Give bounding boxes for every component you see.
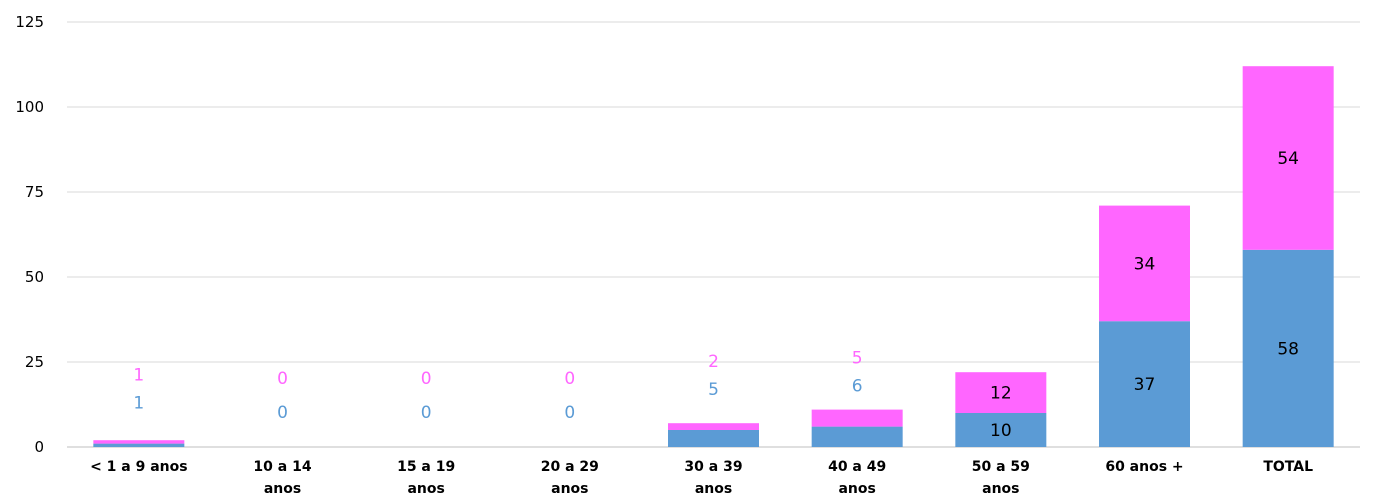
x-category-label: 50 a 59 anos (972, 459, 1030, 497)
y-tick-label: 0 (34, 438, 44, 456)
x-category-label: 40 a 49 anos (828, 459, 886, 497)
data-label-bottom: 1 (133, 394, 144, 414)
bar-segment-top (811, 409, 903, 427)
data-label-top: 12 (990, 384, 1012, 404)
data-label-bottom: 58 (1277, 339, 1299, 359)
x-category-label: 60 anos + (1105, 459, 1183, 475)
bar-segment-top (1099, 205, 1190, 322)
x-category-label: 20 a 29 anos (541, 459, 599, 497)
y-tick-label: 25 (25, 353, 44, 371)
bar-segment-top (1242, 66, 1334, 250)
bar-segment-bottom (811, 426, 903, 447)
bars (93, 66, 1334, 447)
x-axis-categories: < 1 a 9 anos 10 a 14 anos 15 a 19 anos 20 a 2… (90, 459, 1313, 497)
bar-segment-bottom (1099, 321, 1190, 447)
bar-segment-bottom (955, 413, 1047, 447)
data-label-top: 0 (564, 369, 575, 389)
x-category-label: 10 a 14 anos (253, 459, 311, 497)
y-tick-label: 100 (15, 98, 44, 116)
data-label-bottom: 5 (708, 380, 719, 400)
data-label-top: 1 (133, 366, 144, 386)
x-category-label: < 1 a 9 anos (90, 459, 188, 475)
data-label-top: 34 (1134, 254, 1156, 274)
data-label-top: 0 (421, 369, 432, 389)
bar-segment-bottom (93, 443, 185, 447)
data-label-top: 5 (852, 349, 863, 369)
data-label-bottom: 37 (1134, 375, 1156, 395)
data-label-bottom: 6 (852, 377, 863, 397)
data-label-bottom: 0 (277, 403, 288, 423)
data-label-top: 54 (1277, 149, 1299, 169)
data-label-bottom: 10 (990, 421, 1012, 441)
data-label-bottom: 0 (564, 403, 575, 423)
data-label-top: 2 (708, 352, 719, 372)
x-category-label: 15 a 19 anos (397, 459, 455, 497)
y-tick-label: 50 (25, 268, 44, 286)
y-axis-ticks: 0 25 50 75 100 125 (15, 13, 44, 456)
bar-segment-bottom (1242, 249, 1334, 447)
y-tick-label: 75 (25, 183, 44, 201)
data-label-top: 0 (277, 369, 288, 389)
bar-segment-top (955, 372, 1047, 413)
x-category-label: 30 a 39 anos (684, 459, 742, 497)
bar-segment-top (668, 423, 759, 430)
bar-segment-bottom (668, 430, 759, 447)
data-label-bottom: 0 (421, 403, 432, 423)
bar-segment-top (93, 440, 185, 444)
x-category-label: TOTAL (1263, 459, 1313, 475)
y-tick-label: 125 (15, 13, 44, 31)
